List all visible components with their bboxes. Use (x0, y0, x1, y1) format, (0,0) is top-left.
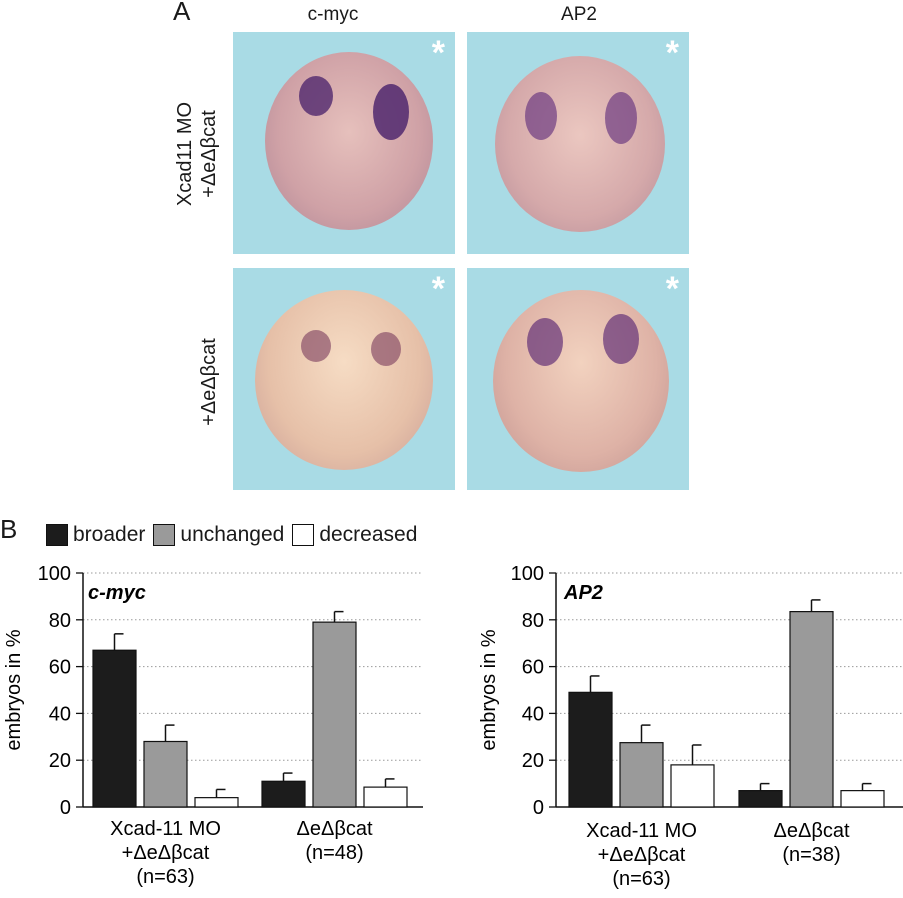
legend: broader unchanged decreased (46, 522, 425, 548)
y-tick-label: 40 (49, 703, 71, 725)
x-category-label: Xcad-11 MO (110, 818, 221, 840)
bar-unchanged (619, 742, 664, 808)
bar-decreased (363, 786, 408, 808)
bar-chart-cmyc: 0 20 40 60 80 100 embryos in % c-myc Xcad-11 MO+… (3, 563, 423, 888)
column-title-ap2: AP2 (561, 4, 597, 25)
x-category-label: (n=63) (136, 866, 194, 888)
embryo (493, 290, 669, 472)
row-label-line2: +ΔeΔβcat (198, 110, 220, 198)
stain-right (373, 84, 409, 140)
row-label-line1: +ΔeΔβcat (198, 338, 220, 426)
x-category-label: +ΔeΔβcat (122, 842, 210, 864)
asterisk-marker: * (431, 34, 445, 72)
embryo (495, 56, 665, 232)
y-tick-label: 20 (522, 750, 544, 772)
asterisk-marker: * (665, 270, 679, 308)
bar-decreased (670, 764, 715, 808)
bar-broader (738, 790, 783, 808)
embryo-photo-xcad11-cmyc: * (233, 32, 455, 254)
y-tick-label: 20 (49, 750, 71, 772)
y-tick-label: 0 (533, 797, 544, 819)
legend-label-broader: broader (73, 523, 146, 546)
stain-right (371, 332, 401, 366)
chart-title: c-myc (88, 582, 146, 604)
x-category-label: ΔeΔβcat (773, 820, 849, 842)
asterisk-marker: * (665, 34, 679, 72)
stain-left (299, 76, 333, 116)
bar-decreased (840, 790, 885, 808)
asterisk-marker: * (431, 270, 445, 308)
panel-b-label: B (0, 514, 18, 544)
y-axis-label: embryos in % (478, 629, 500, 750)
legend-swatch-decreased (292, 524, 315, 546)
stain-left (527, 318, 563, 366)
legend-swatch-broader (46, 524, 68, 546)
y-tick-label: 80 (522, 610, 544, 632)
bar-broader (92, 649, 137, 808)
y-tick-label: 80 (49, 610, 71, 632)
embryo (265, 52, 433, 230)
y-tick-label: 60 (522, 657, 544, 679)
bar-unchanged (312, 621, 357, 808)
x-category-label: (n=63) (612, 868, 670, 890)
stain-left (525, 92, 557, 140)
stain-right (605, 92, 637, 144)
x-category-label: (n=48) (305, 842, 363, 864)
embryo-photo-control-ap2: * (467, 268, 689, 490)
legend-label-decreased: decreased (319, 523, 418, 546)
bar-chart-ap2: 0 20 40 60 80 100 embryos in % AP2 Xcad-11 MO+Δe… (478, 563, 903, 890)
embryo-photo-xcad11-ap2: * (467, 32, 689, 254)
embryo-photo-control-cmyc: * (233, 268, 455, 490)
embryo (255, 290, 433, 470)
bar-broader (261, 780, 306, 808)
x-category-label: Xcad-11 MO (586, 820, 697, 842)
stain-right (603, 314, 639, 364)
y-tick-label: 100 (38, 563, 71, 585)
y-tick-label: 40 (522, 703, 544, 725)
bar-broader (568, 691, 613, 808)
stain-left (301, 330, 331, 362)
x-category-label: +ΔeΔβcat (598, 844, 686, 866)
row-label-line1: Xcad11 MO (174, 101, 196, 207)
x-category-label: ΔeΔβcat (296, 818, 372, 840)
y-tick-label: 60 (49, 657, 71, 679)
x-category-label: (n=38) (782, 844, 840, 866)
bar-decreased (194, 797, 239, 808)
bar-unchanged (789, 611, 834, 808)
panel-a-label: A (173, 0, 191, 26)
y-tick-label: 100 (511, 563, 544, 585)
chart-title: AP2 (563, 582, 603, 604)
y-tick-label: 0 (60, 797, 71, 819)
column-title-c-myc: c-myc (307, 4, 359, 25)
bar-unchanged (143, 740, 188, 808)
legend-swatch-unchanged (153, 524, 176, 546)
legend-label-unchanged: unchanged (180, 523, 285, 546)
y-axis-label: embryos in % (3, 629, 25, 750)
